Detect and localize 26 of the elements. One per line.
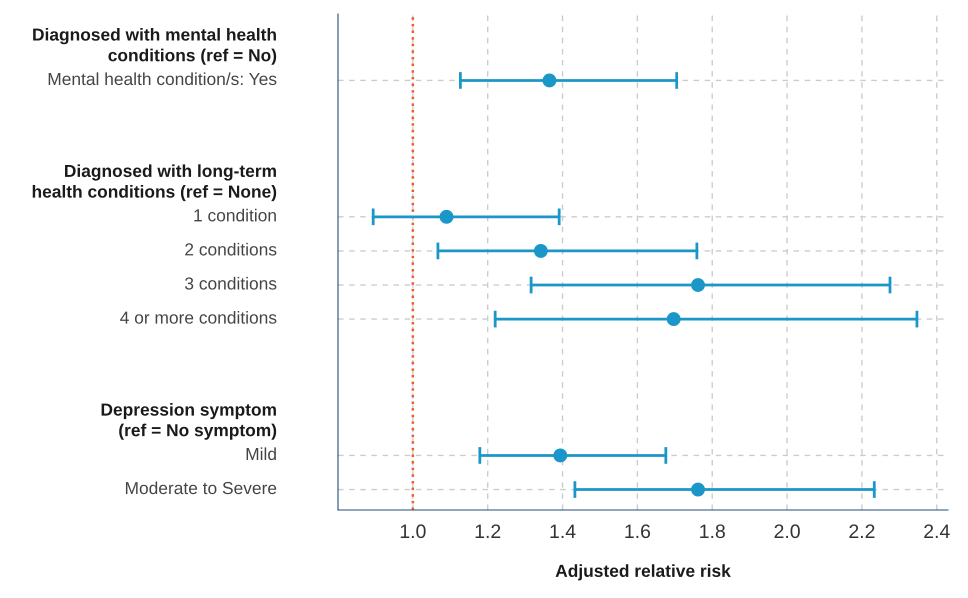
- y-tick-label: 1 condition: [194, 208, 276, 222]
- x-tick-label: 1.2: [476, 524, 500, 538]
- x-tick-label: 2.2: [849, 524, 874, 538]
- y-tick-label: 4 or more conditions: [120, 311, 276, 324]
- y-tick-label: 3 conditions: [185, 276, 276, 290]
- point: [553, 448, 568, 462]
- x-tick-label: 2.0: [774, 524, 800, 538]
- point: [691, 482, 705, 496]
- y-tick-label: Diagnosed with mental health conditions (ref = No): [33, 28, 276, 65]
- y-tick-label: Depression symptom (ref = No symptom): [102, 402, 276, 440]
- point: [534, 244, 548, 258]
- x-tick-label: 1.0: [400, 524, 426, 538]
- y-tick-label: Diagnosed with long-term health conditions (ref = None): [32, 164, 276, 202]
- y-tick-label: Moderate to Severe: [126, 481, 276, 494]
- point: [691, 278, 705, 292]
- x-tick-label: 1.8: [700, 524, 725, 538]
- point: [666, 312, 681, 326]
- y-tick-label: 2 conditions: [185, 242, 276, 256]
- x-tick-label: 1.6: [625, 524, 650, 538]
- x-tick-label: 1.4: [550, 524, 576, 538]
- y-tick-label: Mild: [246, 447, 276, 460]
- point: [542, 74, 556, 88]
- x-tick-label: 2.4: [924, 524, 950, 538]
- x-axis-title: Adjusted relative risk: [556, 564, 731, 580]
- y-tick-label: Mental health condition/s: Yes: [48, 72, 276, 86]
- point: [440, 210, 454, 224]
